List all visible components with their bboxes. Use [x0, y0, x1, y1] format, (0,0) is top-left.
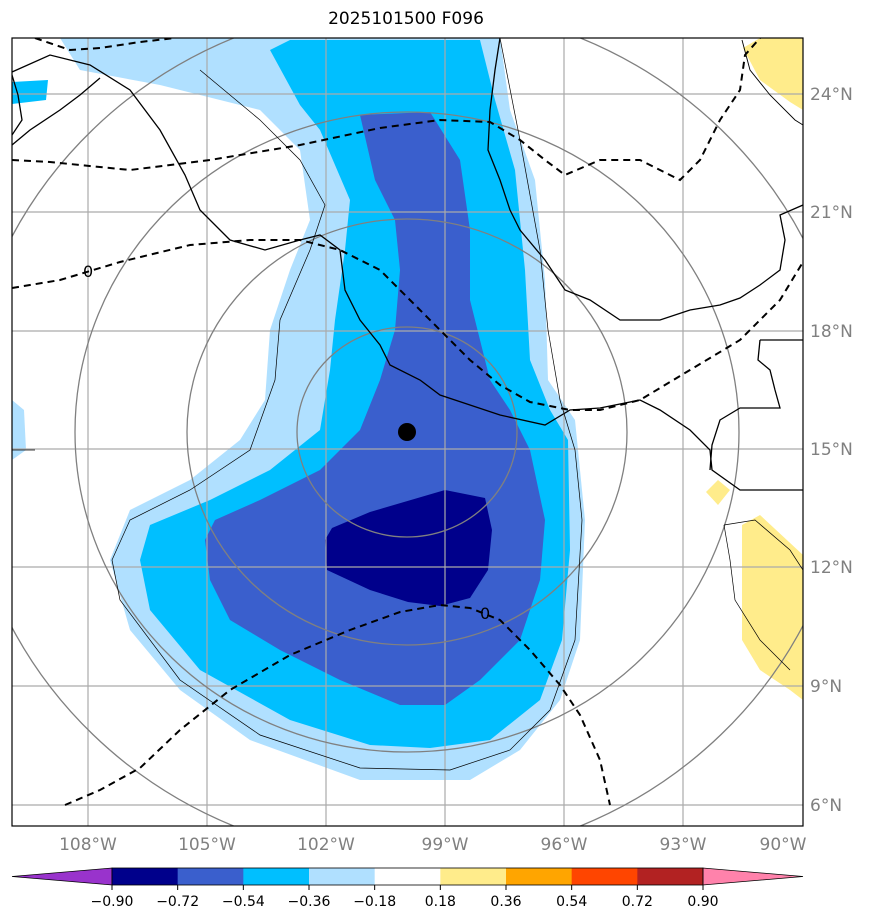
colorbar-frame	[111, 867, 704, 886]
lon-label: 108°W	[59, 835, 117, 855]
coastlines	[12, 38, 803, 491]
lon-label: 105°W	[178, 835, 236, 855]
colorbar-segment	[637, 868, 704, 885]
colorbar-segment	[374, 868, 441, 885]
colorbar-segment	[440, 868, 507, 885]
colorbar-tick-label: 0.36	[490, 894, 521, 910]
colorbar	[11, 867, 804, 886]
dark-negative-region	[325, 490, 492, 606]
storm-center-marker	[398, 423, 416, 441]
colorbar-tick-label: 0.54	[556, 894, 587, 910]
colorbar-segment	[309, 868, 376, 885]
lat-label: 9°N	[810, 677, 842, 697]
lat-label: 18°N	[810, 322, 853, 342]
colorbar-segment	[112, 868, 179, 885]
colorbar-segment	[243, 868, 310, 885]
colorbar-segment	[506, 868, 573, 885]
contour-label-zero: 0	[83, 262, 93, 281]
longitude-labels: 108°W 105°W 102°W 99°W 96°W 93°W 90°W	[59, 835, 807, 855]
lat-label: 24°N	[810, 85, 853, 105]
colorbar-tick-label: 0.72	[622, 894, 653, 910]
map-area: 0 0	[12, 38, 803, 826]
colorbar-tick-label: −0.90	[91, 894, 134, 910]
gridlines	[12, 38, 803, 826]
lon-label: 99°W	[422, 835, 469, 855]
colorbar-segment	[571, 868, 638, 885]
colorbar-tick-label: −0.54	[222, 894, 265, 910]
range-rings	[12, 38, 803, 826]
contour-label-zero: 0	[480, 604, 490, 623]
colorbar-tick-label: −0.18	[353, 894, 396, 910]
colorbar-extend-high	[702, 867, 804, 886]
colorbar-extend-low	[11, 867, 113, 886]
lon-label: 96°W	[541, 835, 588, 855]
colorbar-tick-label: −0.36	[288, 894, 331, 910]
colorbar-tick-label: 0.90	[687, 894, 718, 910]
colorbar-tick-label: −0.72	[156, 894, 199, 910]
map-title: 2025101500 F096	[328, 9, 484, 29]
lat-label: 6°N	[810, 796, 842, 816]
map-frame	[11, 37, 804, 827]
lon-label: 90°W	[760, 835, 807, 855]
lat-label: 15°N	[810, 440, 853, 460]
zero-contours	[12, 38, 803, 806]
faint-positive-region	[706, 38, 803, 700]
latitude-labels: 24°N 21°N 18°N 15°N 12°N 9°N 6°N	[810, 85, 853, 816]
lon-label: 93°W	[660, 835, 707, 855]
lat-label: 21°N	[810, 203, 853, 223]
lat-label: 12°N	[810, 558, 853, 578]
colorbar-tick-labels: −0.90 −0.72 −0.54 −0.36 −0.18 0.18 0.36 0.54 0.7…	[91, 885, 719, 910]
lon-label: 102°W	[297, 835, 355, 855]
colorbar-segment	[177, 868, 244, 885]
colorbar-tick-label: 0.18	[425, 894, 456, 910]
